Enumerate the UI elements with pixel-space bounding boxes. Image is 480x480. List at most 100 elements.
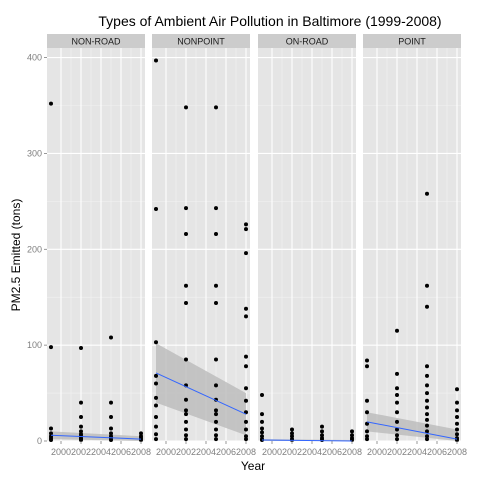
data-point — [49, 101, 53, 106]
facet-panel: ON-ROAD 2000 2002 2004 2006 2008 — [258, 34, 362, 457]
data-point — [260, 392, 264, 397]
data-point — [365, 434, 369, 439]
data-point — [395, 392, 399, 397]
data-point — [455, 408, 459, 413]
y-tick-label: 400 — [27, 53, 42, 63]
data-point — [244, 386, 248, 391]
facet-strip — [258, 34, 356, 48]
panel-background — [47, 48, 145, 441]
data-point — [154, 424, 158, 429]
data-point — [49, 431, 53, 436]
data-point — [109, 400, 113, 405]
data-point — [365, 364, 369, 369]
data-point — [455, 421, 459, 426]
data-point — [425, 283, 429, 288]
x-tick-label: 2008 — [342, 447, 362, 457]
facet-strip-label: NON-ROAD — [72, 37, 121, 47]
data-point — [425, 383, 429, 388]
data-point — [365, 358, 369, 363]
data-point — [244, 427, 248, 432]
data-point — [425, 398, 429, 403]
data-point — [154, 432, 158, 437]
data-point — [260, 412, 264, 417]
data-point — [365, 437, 369, 442]
facet-strip-label: ON-ROAD — [286, 37, 329, 47]
data-point — [214, 357, 218, 362]
data-point — [214, 300, 218, 305]
data-point — [154, 415, 158, 420]
x-tick-label: 2008 — [236, 447, 256, 457]
data-point — [214, 383, 218, 388]
data-point — [365, 421, 369, 426]
data-point — [109, 415, 113, 420]
facet-strip — [47, 34, 145, 48]
data-point — [395, 433, 399, 438]
data-point — [49, 438, 53, 443]
data-point — [244, 364, 248, 369]
data-point — [154, 373, 158, 378]
data-point — [395, 427, 399, 432]
data-point — [395, 328, 399, 333]
confidence-band — [367, 412, 457, 441]
data-point — [244, 437, 248, 442]
fit-line — [50, 434, 142, 440]
data-point — [184, 283, 188, 288]
data-point — [260, 430, 264, 435]
data-point — [290, 434, 294, 439]
x-tick-label: 2002 — [282, 447, 302, 457]
x-tick-label: 2004 — [196, 447, 216, 457]
data-point — [244, 354, 248, 359]
data-point — [184, 408, 188, 413]
y-tick-label: 0 — [37, 436, 42, 446]
data-point — [320, 429, 324, 434]
data-point — [154, 340, 158, 345]
data-point — [79, 424, 83, 429]
data-point — [184, 105, 188, 110]
data-point — [184, 427, 188, 432]
x-tick-label: 2000 — [367, 447, 387, 457]
x-tick-label: 2004 — [302, 447, 322, 457]
data-point — [154, 437, 158, 442]
data-point — [214, 105, 218, 110]
data-point — [214, 231, 218, 236]
data-point — [184, 433, 188, 438]
data-point — [425, 429, 429, 434]
data-point — [214, 437, 218, 442]
fit-line — [155, 372, 247, 415]
facet-panel: NON-ROAD 2000 2002 2004 2006 2008 — [47, 34, 151, 457]
data-point — [154, 403, 158, 408]
data-point — [290, 431, 294, 436]
data-point — [244, 227, 248, 232]
data-point — [350, 433, 354, 438]
x-tick-label: 2002 — [71, 447, 91, 457]
fit-line — [261, 439, 353, 442]
data-point — [350, 429, 354, 434]
data-point — [214, 206, 218, 211]
data-point — [214, 283, 218, 288]
data-point — [184, 397, 188, 402]
x-tick-label: 2004 — [407, 447, 427, 457]
x-tick-label: 2006 — [427, 447, 447, 457]
data-point — [79, 429, 83, 434]
data-point — [154, 207, 158, 212]
data-point — [365, 429, 369, 434]
data-point — [320, 424, 324, 429]
data-point — [214, 408, 218, 413]
facet-panel: POINT 2000 2002 2004 2006 2008 — [363, 34, 467, 457]
facet-strip — [152, 34, 250, 48]
facet-strip-label: NONPOINT — [177, 37, 225, 47]
data-point — [425, 405, 429, 410]
data-point — [425, 364, 429, 369]
x-tick-label: 2006 — [111, 447, 131, 457]
facet-strip-label: POINT — [398, 37, 426, 47]
data-point — [395, 371, 399, 376]
data-point — [290, 427, 294, 432]
x-tick-label: 2000 — [156, 447, 176, 457]
x-tick-label: 2006 — [322, 447, 342, 457]
x-tick-label: 2000 — [262, 447, 282, 457]
facet-panel: NONPOINT 2000 2002 2004 2006 2008 — [152, 34, 256, 457]
data-point — [184, 412, 188, 417]
data-point — [260, 434, 264, 439]
data-point — [109, 426, 113, 431]
data-point — [425, 423, 429, 428]
